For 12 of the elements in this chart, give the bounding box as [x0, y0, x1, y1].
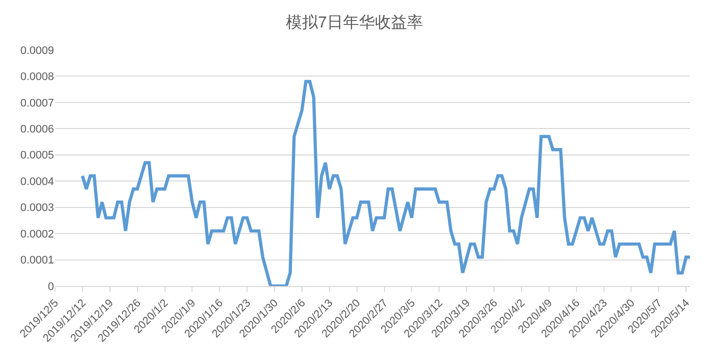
- y-tick-label: 0.0004: [20, 176, 54, 188]
- y-tick-label: 0.0006: [20, 124, 54, 136]
- y-tick-label: 0.0007: [20, 97, 54, 110]
- chart-title: 模拟7日年华收益率: [286, 13, 423, 32]
- y-tick-label: 0.0009: [20, 44, 54, 57]
- y-tick-label: 0.0003: [20, 202, 54, 214]
- y-tick-label: 0: [48, 280, 54, 293]
- y-tick-label: 0.0005: [20, 150, 54, 162]
- line-series: [80, 80, 690, 286]
- y-tick-label: 0.0008: [20, 71, 54, 84]
- y-tick-label: 0.0001: [20, 254, 54, 267]
- y-tick-label: 0.0002: [20, 228, 54, 240]
